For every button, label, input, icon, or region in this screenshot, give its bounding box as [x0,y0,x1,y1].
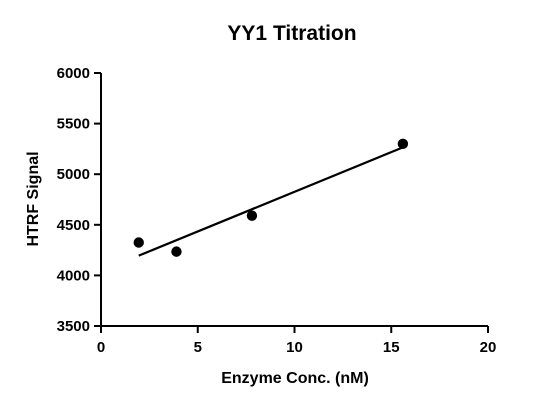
x-tick-label-5: 5 [194,339,202,356]
x-axis-label: Enzyme Conc. (nM) [221,370,369,387]
x-axis-ticks: 0 5 10 15 20 [97,326,497,356]
y-tick-label-5000: 5000 [57,166,90,183]
linear-fit-line [138,146,404,257]
y-tick-label-4500: 4500 [57,217,90,234]
x-tick-label-0: 0 [97,339,105,356]
y-tick-label-6000: 6000 [57,65,90,82]
y-axis: 3500 4000 4500 5000 5500 6000 [57,65,102,335]
x-tick-label-15: 15 [383,339,400,356]
x-tick-label-20: 20 [480,339,497,356]
y-tick-label-3500: 3500 [57,318,90,335]
y-tick-label-4000: 4000 [57,267,90,284]
y-tick-label-5500: 5500 [57,116,90,133]
x-tick-label-10: 10 [286,339,303,356]
data-point-2 [171,246,182,257]
x-axis: 0 5 10 15 20 [97,325,497,356]
y-axis-ticks: 3500 4000 4500 5000 5500 6000 [57,65,101,335]
data-point-3 [246,210,258,221]
chart-title: YY1 Titration [227,22,356,45]
y-axis-label: HTRF Signal [25,151,42,246]
data-point-4 [397,138,409,150]
plot-marks [133,138,409,257]
data-point-1 [133,237,144,248]
